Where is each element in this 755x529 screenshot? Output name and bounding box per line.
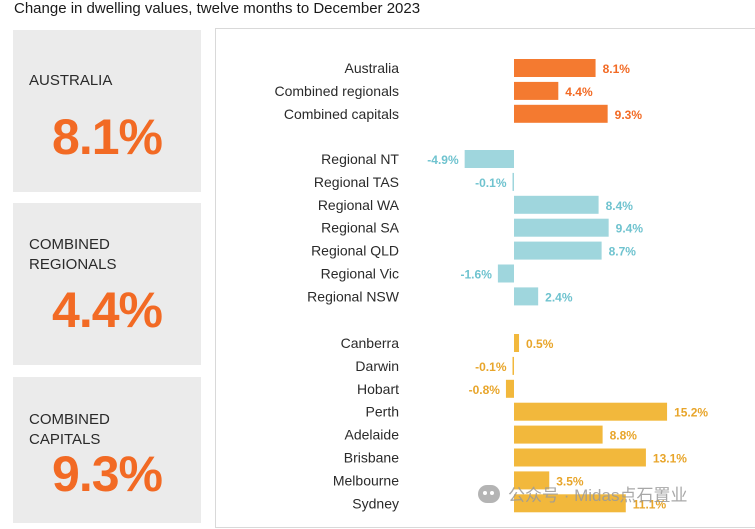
bar	[514, 494, 626, 513]
bar	[514, 241, 602, 260]
data-label: 9.4%	[616, 222, 644, 236]
data-label: 3.5%	[556, 474, 584, 488]
bar	[514, 81, 559, 100]
kpi-label: AUSTRALIA	[29, 72, 113, 89]
category-label: Perth	[366, 404, 399, 420]
bar	[512, 172, 514, 191]
bar	[497, 264, 514, 283]
category-label: Regional SA	[321, 220, 399, 236]
bar	[514, 334, 520, 352]
category-label: Adelaide	[345, 427, 400, 443]
chart-title: Change in dwelling values, twelve months…	[14, 0, 421, 17]
data-label: 9.3%	[615, 108, 643, 122]
data-label: -0.8%	[469, 383, 501, 397]
category-label: Hobart	[357, 381, 399, 397]
data-label: -0.1%	[475, 360, 507, 374]
kpi-label: COMBINED REGIONALS	[29, 236, 117, 273]
data-label: -4.9%	[427, 153, 459, 167]
bar	[514, 104, 608, 123]
category-label: Regional NT	[321, 151, 399, 167]
bar	[514, 471, 550, 490]
bar	[514, 195, 599, 214]
data-label: 15.2%	[674, 406, 708, 420]
wechat-icon	[478, 484, 500, 503]
category-label: Canberra	[341, 335, 400, 351]
kpi-value: 8.1%	[52, 109, 163, 165]
category-label: Regional NSW	[307, 288, 400, 304]
kpi-label: COMBINED CAPITALS	[29, 411, 110, 448]
kpi-combined-regionals: COMBINED REGIONALS 4.4%	[13, 203, 201, 365]
category-label: Regional Vic	[321, 266, 399, 282]
category-label: Darwin	[355, 358, 399, 374]
data-label: 11.1%	[633, 497, 667, 511]
kpi-combined-capitals: COMBINED CAPITALS 9.3%	[13, 377, 201, 523]
category-label: Australia	[345, 60, 400, 76]
bar	[514, 448, 646, 467]
category-label: Melbourne	[333, 472, 399, 488]
data-label: 8.7%	[609, 245, 637, 259]
category-label: Combined capitals	[284, 106, 399, 122]
data-label: 13.1%	[653, 452, 687, 466]
category-label: Regional WA	[318, 197, 400, 213]
category-label: Combined regionals	[274, 83, 399, 99]
data-label: 8.4%	[606, 199, 634, 213]
bar	[464, 150, 514, 168]
data-label: 8.8%	[610, 429, 638, 443]
bar	[514, 59, 596, 77]
bar	[514, 425, 603, 444]
kpi-australia: AUSTRALIA 8.1%	[13, 30, 201, 192]
bar-chart-panel: Australia 8.1% Combined regionals 4.4% Combi…	[215, 28, 755, 528]
watermark-text: 公众号 · Midas点石置业	[508, 486, 688, 505]
watermark: 公众号 · Midas点石置业	[478, 481, 687, 506]
bar	[512, 356, 514, 375]
bar	[514, 287, 539, 306]
category-label: Sydney	[352, 495, 399, 511]
category-label: Regional TAS	[314, 174, 399, 190]
bar	[505, 379, 514, 398]
bar	[514, 218, 609, 237]
bar	[514, 402, 668, 421]
category-label: Brisbane	[344, 450, 399, 466]
data-label: -0.1%	[475, 176, 507, 190]
data-label: -1.6%	[461, 268, 493, 282]
data-label: 2.4%	[545, 290, 573, 304]
data-label: 8.1%	[603, 62, 631, 76]
data-label: 4.4%	[565, 85, 593, 99]
data-label: 0.5%	[526, 337, 554, 351]
kpi-value: 4.4%	[52, 282, 163, 338]
bar-chart: Australia 8.1% Combined regionals 4.4% Combi…	[274, 59, 708, 513]
category-label: Regional QLD	[311, 243, 399, 259]
kpi-value: 9.3%	[52, 446, 163, 502]
